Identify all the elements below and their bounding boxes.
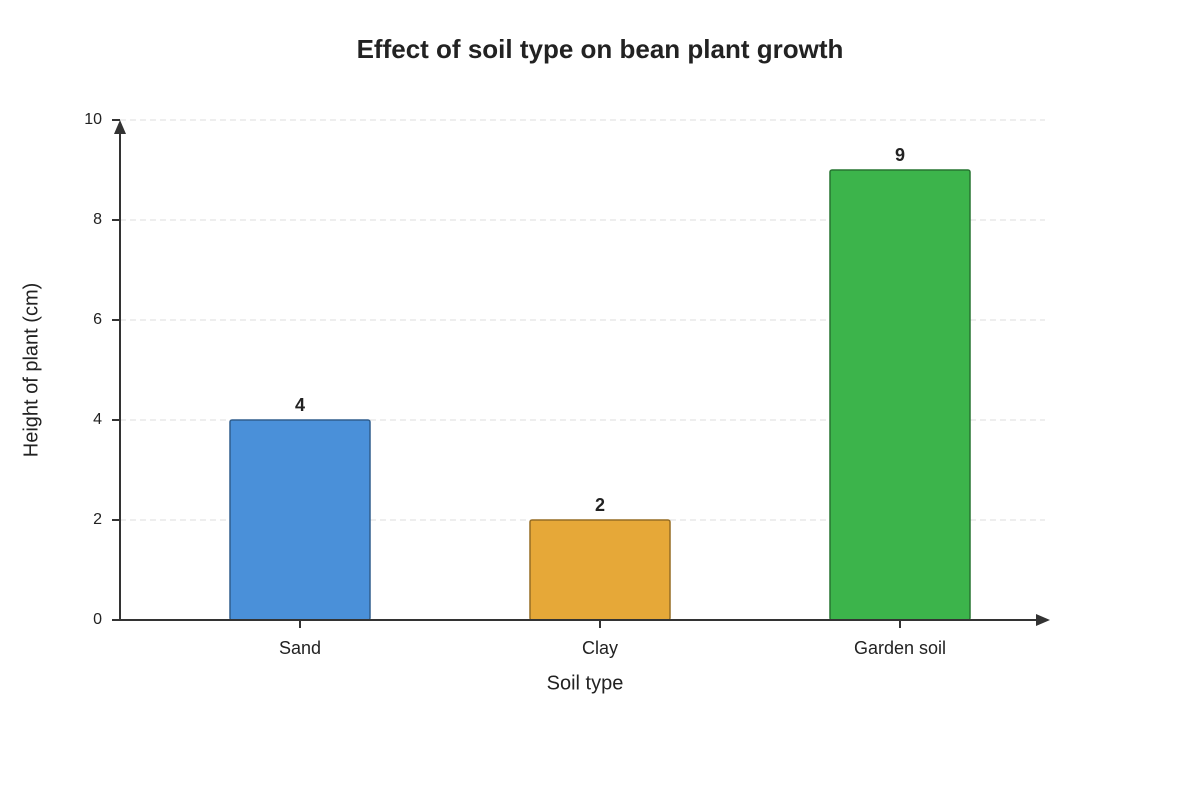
bars: [229, 169, 971, 621]
x-axis-label: Soil type: [547, 672, 624, 694]
bar: [529, 519, 671, 621]
y-tick-label: 4: [93, 411, 102, 428]
x-tick-label: Clay: [582, 638, 618, 658]
bar: [829, 169, 971, 621]
chart-title: Effect of soil type on bean plant growth: [357, 34, 844, 64]
y-axis-label: Height of plant (cm): [20, 283, 42, 458]
x-tick-label: Garden soil: [854, 638, 946, 658]
y-tick-label: 8: [93, 211, 102, 228]
value-label: 9: [895, 145, 905, 165]
y-tick-label: 10: [84, 111, 102, 128]
bar: [229, 419, 371, 621]
labels: 0 2 4 6 8 10 Sand 4 Clay 2 Garden soil 9: [84, 111, 946, 658]
y-tick-label: 6: [93, 311, 102, 328]
y-axis-arrow: [114, 120, 126, 134]
value-label: 4: [295, 395, 305, 415]
y-tick-label: 2: [93, 511, 102, 528]
x-tick-label: Sand: [279, 638, 321, 658]
value-label: 2: [595, 495, 605, 515]
x-axis-arrow: [1036, 614, 1050, 626]
y-tick-label: 0: [93, 611, 102, 628]
